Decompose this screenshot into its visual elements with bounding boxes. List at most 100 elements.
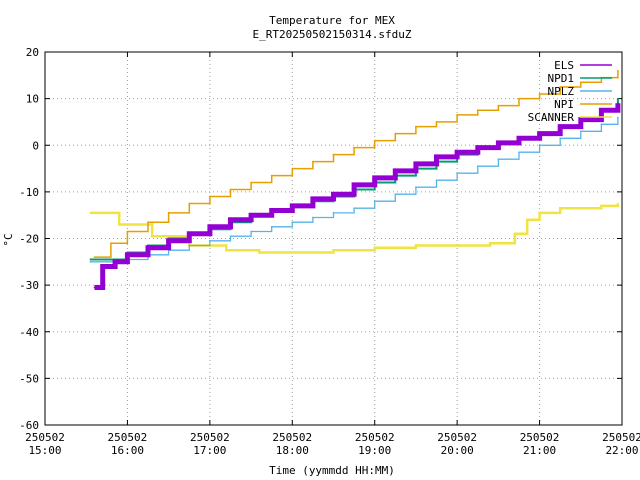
x-tick-label-date: 250502 xyxy=(355,431,395,444)
data-point-els xyxy=(476,146,479,149)
data-point-els xyxy=(188,233,191,235)
data-point-els xyxy=(209,226,211,228)
data-point-scanner xyxy=(151,235,153,237)
data-point-npd1 xyxy=(89,258,92,261)
y-tick-label: 20 xyxy=(26,46,39,59)
series-line-nplz xyxy=(90,117,619,263)
data-point-scanner xyxy=(118,223,120,226)
data-point-els xyxy=(617,102,619,105)
data-point-npi xyxy=(456,114,458,116)
data-point-els xyxy=(147,247,149,249)
data-point-scanner xyxy=(559,207,561,209)
data-point-scanner xyxy=(579,207,582,209)
data-point-nplz xyxy=(332,212,335,214)
data-point-nplz xyxy=(518,151,520,154)
y-tick-label: -20 xyxy=(19,233,39,246)
data-point-scanner xyxy=(291,251,294,254)
data-point-els xyxy=(518,137,520,140)
plot-frame xyxy=(44,51,623,426)
data-point-npi xyxy=(497,104,500,107)
data-point-scanner xyxy=(332,249,335,251)
data-point-nplz xyxy=(373,200,376,202)
data-point-els xyxy=(229,219,232,221)
x-tick-label-date: 250502 xyxy=(520,431,560,444)
x-tick-label-date: 250502 xyxy=(602,431,640,444)
x-tick-label-time: 16:00 xyxy=(111,444,144,457)
data-point-els xyxy=(456,151,458,154)
data-point-els xyxy=(270,209,273,212)
y-tick-label: -60 xyxy=(19,419,39,432)
data-point-nplz xyxy=(106,261,108,263)
data-point-npi xyxy=(559,86,561,88)
x-tick-label-date: 250502 xyxy=(437,431,477,444)
data-point-npi xyxy=(435,121,438,123)
data-point-els xyxy=(101,265,104,268)
x-tick-label-date: 250502 xyxy=(108,431,148,444)
data-point-npi xyxy=(332,153,335,156)
x-tick-label-time: 21:00 xyxy=(523,444,556,457)
data-point-npi xyxy=(167,212,170,214)
data-point-nplz xyxy=(435,179,438,182)
x-tick-label-time: 17:00 xyxy=(193,444,226,457)
data-point-npi xyxy=(415,125,417,128)
data-point-npi xyxy=(110,242,112,244)
legend-label-scanner: SCANNER xyxy=(528,111,575,124)
data-point-els xyxy=(600,109,603,112)
data-point-scanner xyxy=(415,244,417,247)
data-point-npi xyxy=(373,139,376,142)
data-point-npi xyxy=(312,160,314,163)
data-point-nplz xyxy=(270,226,273,228)
data-point-nplz xyxy=(538,144,541,147)
x-tick-label-date: 250502 xyxy=(25,431,65,444)
data-point-nplz xyxy=(600,123,603,126)
data-point-els xyxy=(373,177,376,179)
data-point-npi xyxy=(579,81,582,84)
data-point-npi xyxy=(291,167,294,170)
chart-title: Temperature for MEX xyxy=(269,14,395,27)
legend-label-npi: NPI xyxy=(554,98,574,111)
data-point-scanner xyxy=(225,249,228,251)
data-point-els xyxy=(353,184,355,186)
data-point-npi xyxy=(229,188,232,191)
data-point-els xyxy=(114,261,116,263)
x-tick-label-time: 18:00 xyxy=(276,444,309,457)
data-point-nplz xyxy=(559,137,561,140)
x-tick-label-time: 20:00 xyxy=(441,444,474,457)
legend-label-nplz: NPLZ xyxy=(548,85,575,98)
y-tick-label: -50 xyxy=(19,372,39,385)
x-tick-label-time: 15:00 xyxy=(28,444,61,457)
data-point-els xyxy=(435,156,438,158)
data-point-npi xyxy=(147,221,149,223)
data-point-scanner xyxy=(514,233,516,235)
data-point-scanner xyxy=(538,212,541,214)
data-point-nplz xyxy=(497,158,500,161)
data-point-els xyxy=(579,118,582,121)
legend-label-els: ELS xyxy=(554,59,574,72)
data-point-els xyxy=(538,132,541,135)
y-tick-label: -30 xyxy=(19,279,39,292)
data-point-nplz xyxy=(353,207,355,209)
series-lines xyxy=(89,69,621,290)
data-point-els xyxy=(497,142,500,144)
y-axis-label: °C xyxy=(2,233,15,246)
data-point-npi xyxy=(93,256,96,258)
legend-label-npd1: NPD1 xyxy=(548,72,575,85)
data-point-scanner xyxy=(373,247,376,249)
grid xyxy=(45,52,622,425)
data-point-npi xyxy=(188,202,191,205)
data-point-els xyxy=(167,240,170,242)
x-tick-label-time: 22:00 xyxy=(605,444,638,457)
data-point-nplz xyxy=(250,230,252,233)
data-point-els xyxy=(250,214,252,216)
data-point-els xyxy=(291,205,294,207)
chart-subtitle: E_RT20250502150314.sfduZ xyxy=(253,28,412,41)
data-point-nplz xyxy=(229,235,232,237)
data-point-npi xyxy=(126,230,129,233)
data-point-els xyxy=(126,254,129,256)
y-tick-label: -40 xyxy=(19,326,39,339)
data-point-npi xyxy=(476,109,479,112)
data-point-npi xyxy=(518,97,520,100)
data-point-npd1 xyxy=(106,258,108,261)
